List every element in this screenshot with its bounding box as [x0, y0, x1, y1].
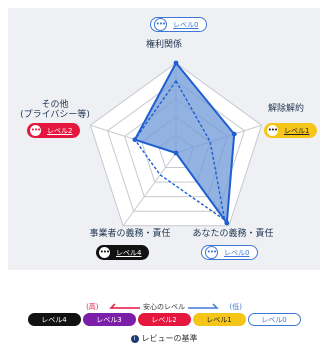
axis-label-provider-duties: 事業者の義務・責任: [89, 229, 171, 239]
more-icon: •••: [205, 246, 218, 259]
series-primary: [133, 62, 236, 224]
axis-label-other: その他 (プライバシー等): [20, 100, 90, 120]
badge-your-duties[interactable]: ••• レベル0: [201, 245, 259, 260]
legend-pill-level4: レベル4: [27, 313, 81, 326]
legend-pills: レベル4 レベル3 レベル2 レベル1 レベル0: [0, 313, 328, 326]
legend-high: (高): [86, 303, 99, 311]
axis-label-your-duties: あなたの義務・責任: [192, 229, 274, 239]
badge-label: レベル1: [284, 126, 310, 135]
info-icon: i: [130, 334, 139, 343]
legend-pill-level2: レベル2: [137, 313, 191, 326]
legend-caption: (高) 安心のレベル (低): [0, 302, 328, 312]
review-criteria-label: レビューの基準: [141, 334, 198, 343]
axis-label-rights: 権利関係: [145, 40, 182, 50]
badge-other[interactable]: ••• レベル2: [27, 123, 81, 138]
arrow-right-icon: [188, 303, 220, 309]
badge-rights[interactable]: ••• レベル0: [150, 17, 208, 32]
arrow-left-icon: [108, 303, 140, 309]
axis-label-cancellation: 解除解約: [267, 104, 304, 114]
legend-pill-level3: レベル3: [82, 313, 136, 326]
badge-label: レベル2: [47, 126, 73, 135]
radar-chart: [89, 60, 263, 227]
badge-provider-duties[interactable]: ••• レベル4: [96, 245, 150, 260]
grid-ring-inner-4: [106, 80, 246, 212]
legend-title: 安心のレベル: [143, 303, 185, 311]
badge-cancellation[interactable]: ••• レベル1: [264, 123, 318, 138]
legend-pill-level1: レベル1: [192, 313, 246, 326]
badge-label: レベル0: [224, 248, 250, 257]
badge-label: レベル4: [116, 248, 142, 257]
series-primary-point-3: [173, 150, 179, 156]
more-icon: •••: [99, 247, 110, 258]
series-primary-point-1: [231, 131, 237, 137]
series-primary-point-4: [132, 137, 138, 143]
more-icon: •••: [154, 18, 167, 31]
legend-pill-level0: レベル0: [247, 313, 301, 326]
legend-low: (低): [229, 303, 242, 311]
more-icon: •••: [267, 125, 278, 136]
review-criteria-link[interactable]: i レビューの基準: [0, 333, 328, 344]
series-primary-point-2: [224, 220, 230, 226]
series-primary-point-0: [173, 60, 179, 66]
more-icon: •••: [30, 125, 41, 136]
grid-spoke-3: [122, 152, 177, 227]
badge-label: レベル0: [173, 20, 199, 29]
